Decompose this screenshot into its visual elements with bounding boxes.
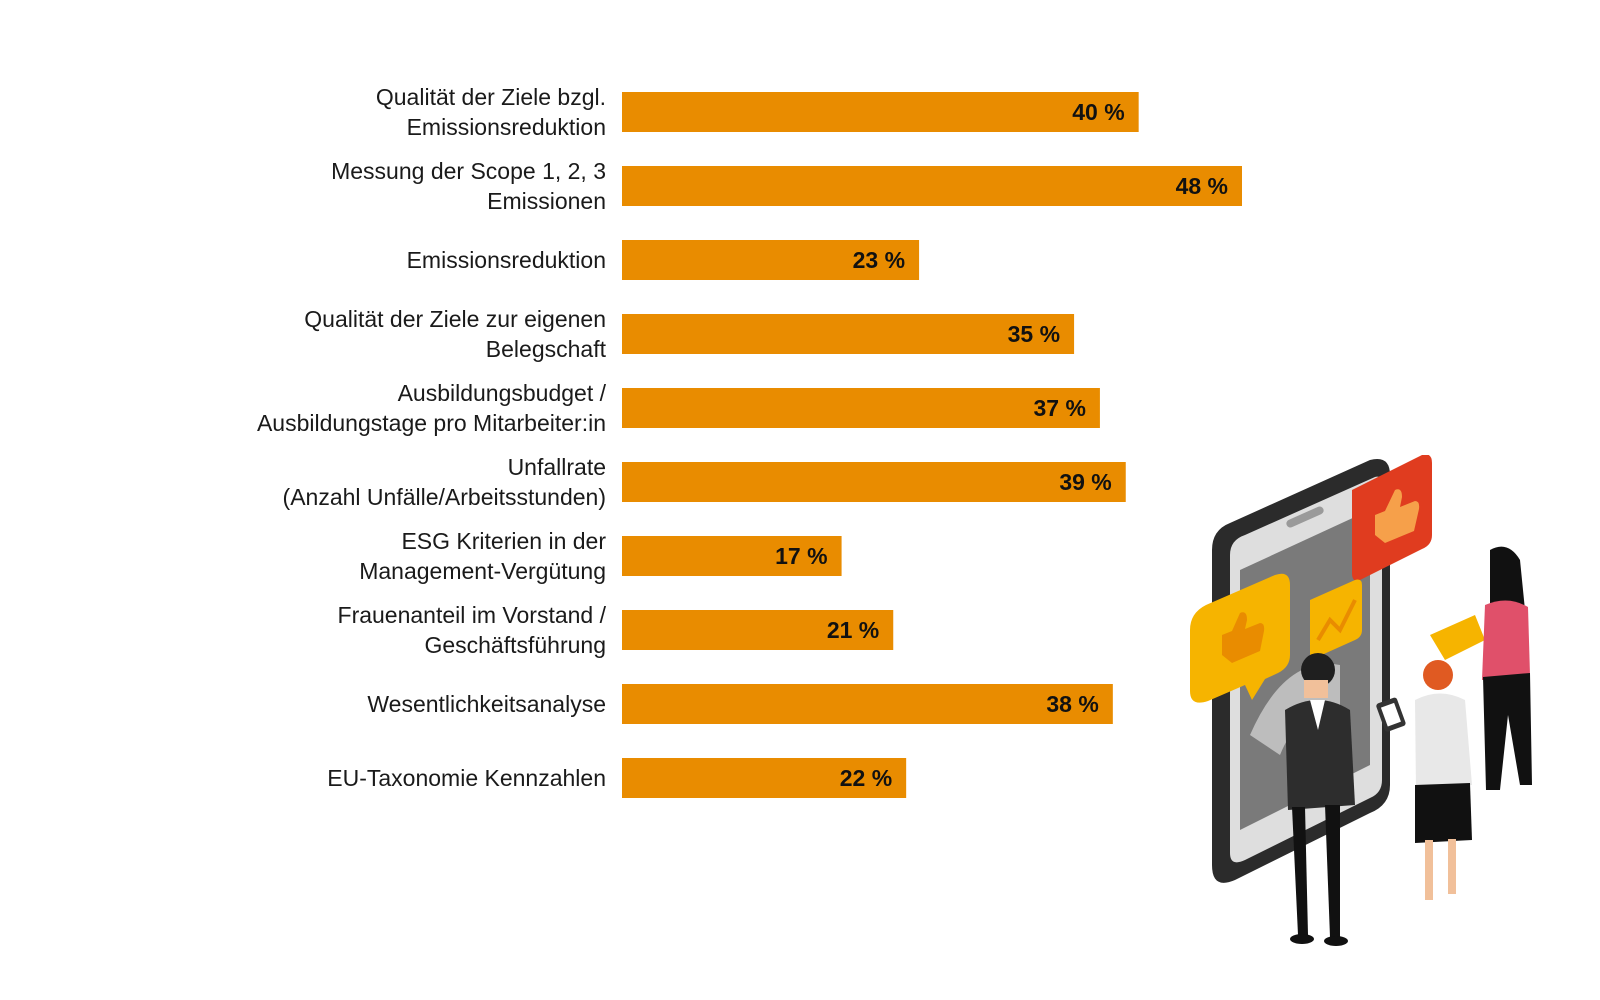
bar-7 bbox=[622, 536, 842, 576]
bars-layer: 40 % Qualität der Ziele bzgl. Emissionsred… bbox=[257, 84, 1242, 798]
bar-6 bbox=[622, 462, 1126, 502]
category-label: Unfallrate (Anzahl Unfälle/Arbeitsstunden… bbox=[283, 454, 606, 510]
bar-8 bbox=[622, 610, 894, 650]
person-woman-tablet bbox=[1376, 660, 1472, 900]
bar-value-label: 35 % bbox=[1008, 321, 1060, 347]
bar-value-label: 22 % bbox=[840, 765, 892, 791]
chat-bubble-icon bbox=[1190, 573, 1290, 703]
category-label: Wesentlichkeitsanalyse bbox=[367, 691, 606, 717]
category-label: Ausbildungsbudget / Ausbildungstage pro M… bbox=[257, 380, 607, 436]
phone-team-illustration bbox=[1190, 455, 1532, 946]
line-chart-icon bbox=[1310, 579, 1362, 659]
category-label: Qualität der Ziele zur eigenen Belegschaf… bbox=[304, 306, 606, 362]
bar-value-label: 40 % bbox=[1072, 99, 1124, 125]
bar-value-label: 39 % bbox=[1059, 469, 1111, 495]
thumbs-up-icon bbox=[1352, 455, 1432, 581]
bar-9 bbox=[622, 684, 1113, 724]
category-label: ESG Kriterien in der Management-Vergütung bbox=[359, 528, 606, 584]
bar-value-label: 23 % bbox=[853, 247, 905, 273]
bar-10 bbox=[622, 758, 907, 798]
category-label: Messung der Scope 1, 2, 3 Emissionen bbox=[331, 158, 606, 214]
bar-value-label: 48 % bbox=[1176, 173, 1228, 199]
bar-1 bbox=[622, 92, 1139, 132]
bar-value-label: 38 % bbox=[1046, 691, 1098, 717]
category-label: Emissionsreduktion bbox=[407, 247, 606, 273]
bar-value-label: 37 % bbox=[1033, 395, 1085, 421]
bar-4 bbox=[622, 314, 1075, 354]
bar-value-label: 21 % bbox=[827, 617, 879, 643]
category-label: Qualität der Ziele bzgl. Emissionsredukti… bbox=[376, 84, 606, 140]
category-label: EU-Taxonomie Kennzahlen bbox=[327, 765, 606, 791]
bar-2 bbox=[622, 166, 1242, 206]
bar-value-label: 17 % bbox=[775, 543, 827, 569]
person-man bbox=[1285, 653, 1355, 946]
category-label: Frauenanteil im Vorstand / Geschäftsführu… bbox=[338, 602, 607, 658]
bar-5 bbox=[622, 388, 1100, 428]
bar-3 bbox=[622, 240, 920, 280]
person-woman-pink bbox=[1482, 546, 1532, 790]
